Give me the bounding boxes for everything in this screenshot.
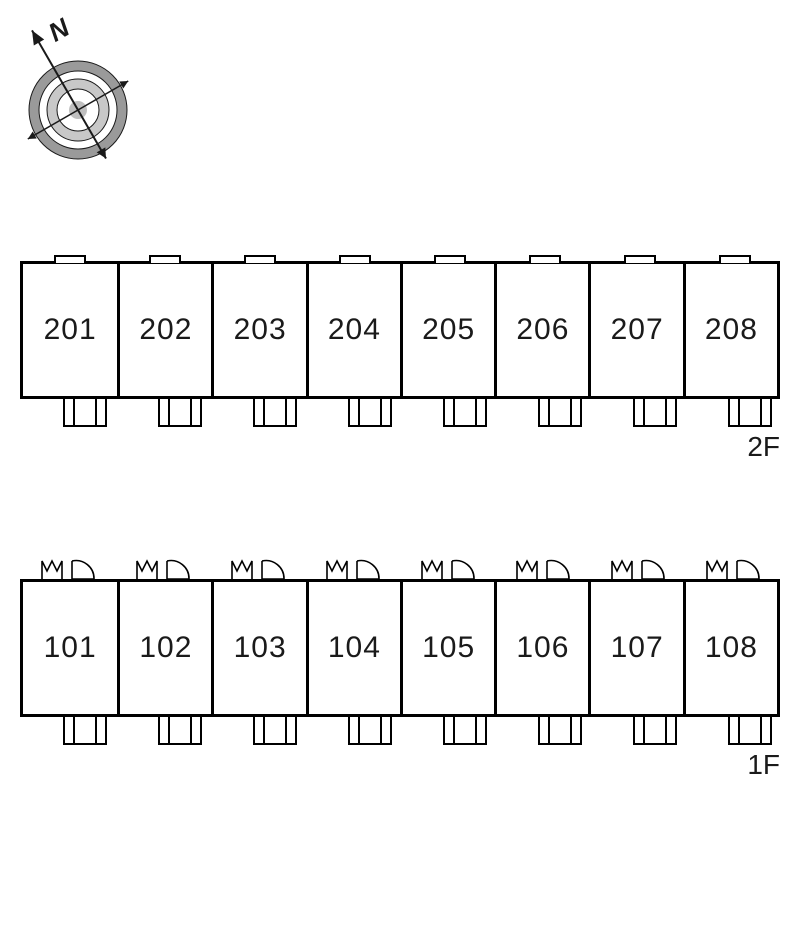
unit-cell: 108 [683,582,777,714]
compass-icon: N [18,10,178,170]
door-icon [305,559,400,579]
window-tab [719,255,751,263]
window-tab [624,255,656,263]
floor-block: 1011021031041051061071081F [20,579,780,717]
door-row [20,559,780,579]
door-icon [495,559,590,579]
balcony-icon [728,717,772,745]
window-tab [149,255,181,263]
window-tab [434,255,466,263]
window-tab [54,255,86,263]
unit-cell: 201 [23,264,117,396]
svg-text:N: N [43,12,75,48]
balcony-row [20,717,780,743]
floor-label: 2F [747,431,780,463]
unit-row: 101102103104105106107108 [20,579,780,717]
diagram-canvas: N 2012022032042052062072082F101102103104… [0,0,800,940]
balcony-row [20,399,780,425]
balcony-icon [63,717,107,745]
balcony-icon [348,717,392,745]
balcony-icon [728,399,772,427]
balcony-icon [158,399,202,427]
balcony-icon [538,717,582,745]
floor-block: 2012022032042052062072082F [20,261,780,399]
unit-cell: 203 [211,264,305,396]
unit-cell: 102 [117,582,211,714]
window-tab [339,255,371,263]
balcony-icon [443,717,487,745]
balcony-icon [253,717,297,745]
door-icon [115,559,210,579]
balcony-icon [253,399,297,427]
floor-label: 1F [747,749,780,781]
balcony-icon [158,717,202,745]
balcony-icon [633,717,677,745]
window-tab [529,255,561,263]
door-icon [400,559,495,579]
door-icon [685,559,780,579]
unit-cell: 205 [400,264,494,396]
balcony-icon [63,399,107,427]
window-tab [244,255,276,263]
unit-cell: 207 [588,264,682,396]
unit-cell: 204 [306,264,400,396]
unit-cell: 202 [117,264,211,396]
unit-cell: 206 [494,264,588,396]
door-icon [20,559,115,579]
balcony-icon [538,399,582,427]
unit-row: 201202203204205206207208 [20,261,780,399]
balcony-icon [348,399,392,427]
window-tab-row [20,255,780,261]
balcony-icon [443,399,487,427]
unit-cell: 208 [683,264,777,396]
compass: N [18,10,178,175]
door-icon [210,559,305,579]
unit-cell: 105 [400,582,494,714]
unit-cell: 107 [588,582,682,714]
unit-cell: 103 [211,582,305,714]
door-icon [590,559,685,579]
unit-cell: 104 [306,582,400,714]
unit-cell: 106 [494,582,588,714]
balcony-icon [633,399,677,427]
unit-cell: 101 [23,582,117,714]
